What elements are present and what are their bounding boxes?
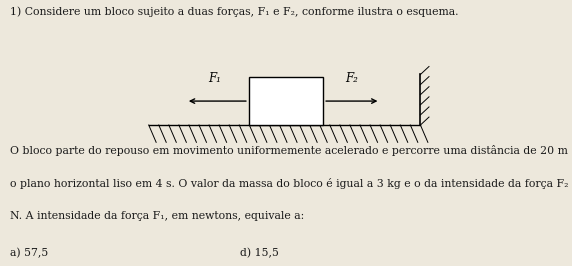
- Bar: [249, 77, 323, 125]
- Text: O bloco parte do repouso em movimento uniformemente acelerado e percorre uma dis: O bloco parte do repouso em movimento un…: [10, 145, 572, 156]
- Text: F₂: F₂: [345, 72, 358, 85]
- Text: o plano horizontal liso em 4 s. O valor da massa do bloco é igual a 3 kg e o da : o plano horizontal liso em 4 s. O valor …: [10, 178, 572, 189]
- Text: F₁: F₁: [208, 72, 221, 85]
- Text: 1) Considere um bloco sujeito a duas forças, F₁ e F₂, conforme ilustra o esquema: 1) Considere um bloco sujeito a duas for…: [10, 7, 459, 17]
- Text: a) 57,5: a) 57,5: [10, 247, 49, 258]
- Text: N. A intensidade da força F₁, em newtons, equivale a:: N. A intensidade da força F₁, em newtons…: [10, 211, 304, 222]
- Text: d) 15,5: d) 15,5: [240, 247, 279, 258]
